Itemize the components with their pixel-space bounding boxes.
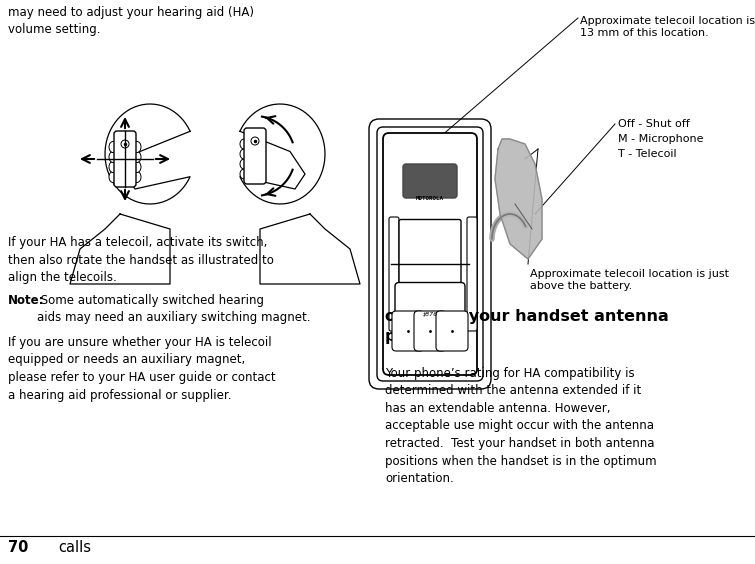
Ellipse shape: [133, 171, 141, 183]
Polygon shape: [70, 214, 170, 284]
FancyBboxPatch shape: [414, 311, 446, 351]
Text: 70: 70: [8, 540, 29, 555]
FancyBboxPatch shape: [395, 283, 465, 336]
FancyBboxPatch shape: [403, 164, 457, 198]
Ellipse shape: [240, 159, 248, 169]
Polygon shape: [105, 104, 190, 204]
Ellipse shape: [240, 139, 248, 149]
Ellipse shape: [240, 169, 248, 179]
Text: If you are unsure whether your HA is telecoil
equipped or needs an auxiliary mag: If you are unsure whether your HA is tel…: [8, 336, 276, 402]
FancyBboxPatch shape: [392, 311, 424, 351]
Ellipse shape: [109, 152, 117, 162]
Ellipse shape: [109, 142, 117, 152]
Text: may need to adjust your hearing aid (HA)
volume setting.: may need to adjust your hearing aid (HA)…: [8, 6, 254, 37]
Text: Your phone’s rating for HA compatibility is
determined with the antenna extended: Your phone’s rating for HA compatibility…: [385, 367, 657, 485]
FancyBboxPatch shape: [436, 311, 468, 351]
Text: Approximate telecoil location is just
above the battery.: Approximate telecoil location is just ab…: [530, 269, 729, 292]
Polygon shape: [260, 214, 360, 284]
Text: calls: calls: [58, 540, 91, 555]
FancyBboxPatch shape: [383, 133, 477, 375]
FancyBboxPatch shape: [389, 217, 399, 331]
Text: M - Microphone: M - Microphone: [618, 134, 704, 144]
Text: optimize your handset antenna
position: optimize your handset antenna position: [385, 309, 669, 344]
Ellipse shape: [109, 171, 117, 183]
Text: ‡876: ‡876: [423, 311, 438, 316]
Text: Off - Shut off: Off - Shut off: [618, 119, 690, 129]
Text: Approximate telecoil location is within 6
13 mm of this location.: Approximate telecoil location is within …: [580, 16, 755, 38]
Ellipse shape: [133, 152, 141, 162]
Text: MOTOROLA: MOTOROLA: [416, 196, 444, 201]
Text: If your HA has a telecoil, activate its switch,
then also rotate the handset as : If your HA has a telecoil, activate its …: [8, 236, 274, 284]
Text: Some automatically switched hearing
aids may need an auxiliary switching magnet.: Some automatically switched hearing aids…: [37, 294, 310, 324]
Polygon shape: [240, 104, 325, 204]
Ellipse shape: [133, 161, 141, 173]
FancyBboxPatch shape: [114, 131, 136, 187]
Ellipse shape: [240, 149, 248, 159]
Polygon shape: [495, 139, 542, 259]
FancyBboxPatch shape: [399, 219, 461, 298]
FancyBboxPatch shape: [244, 128, 266, 184]
Text: Note:: Note:: [8, 294, 45, 307]
Text: T - Telecoil: T - Telecoil: [618, 149, 676, 159]
Ellipse shape: [109, 161, 117, 173]
FancyBboxPatch shape: [467, 217, 477, 331]
Ellipse shape: [133, 142, 141, 152]
